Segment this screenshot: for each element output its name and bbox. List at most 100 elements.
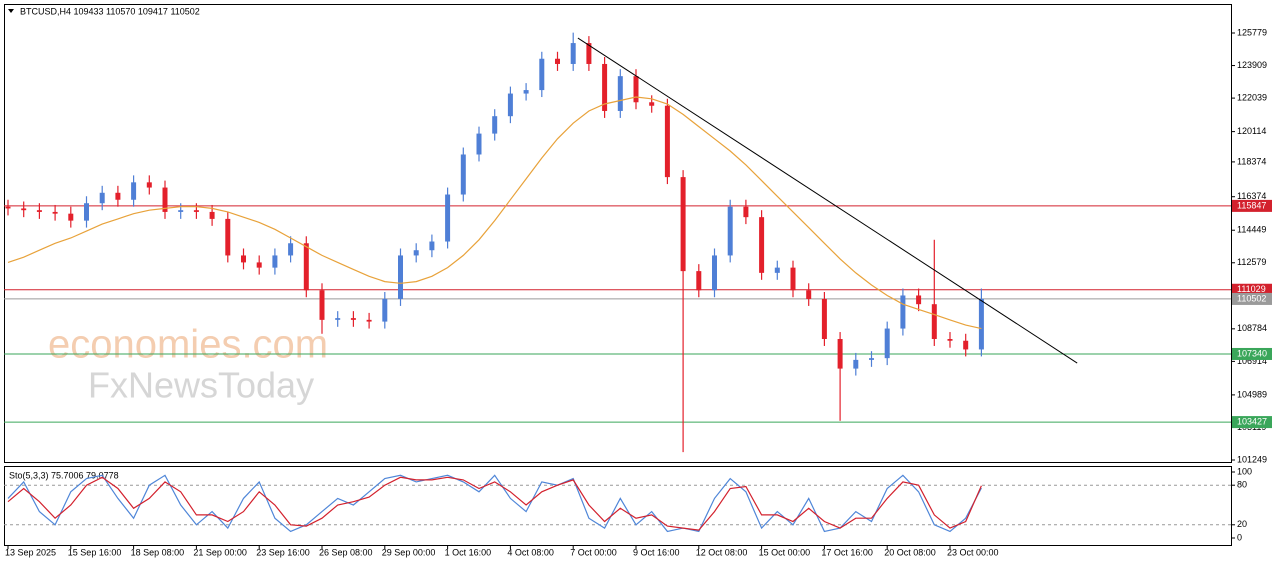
candle-body xyxy=(774,267,780,273)
price-level-label: 107340 xyxy=(1237,348,1267,358)
x-tick-label: 29 Sep 00:00 xyxy=(382,547,436,557)
watermark: FxNewsToday xyxy=(88,365,314,406)
candle-body xyxy=(335,318,341,320)
candle-body xyxy=(445,194,451,242)
candle-body xyxy=(209,211,215,219)
candle-body xyxy=(52,211,58,214)
x-tick-label: 12 Oct 08:00 xyxy=(696,547,748,557)
candle-body xyxy=(916,295,922,305)
candle-body xyxy=(460,154,466,195)
x-tick-label: 15 Oct 00:00 xyxy=(759,547,811,557)
x-tick-label: 23 Sep 16:00 xyxy=(256,547,310,557)
candle-body xyxy=(84,203,89,221)
candle-body xyxy=(178,210,184,212)
x-tick-label: 18 Sep 08:00 xyxy=(131,547,185,557)
price-level-label: 111029 xyxy=(1237,284,1266,294)
candle-body xyxy=(382,298,388,322)
candle-body xyxy=(429,241,435,251)
candle-body xyxy=(36,210,42,212)
candle-body xyxy=(586,43,592,64)
candle-body xyxy=(869,358,874,360)
candle-body xyxy=(241,255,246,263)
stoch-tick-label: 100 xyxy=(1237,466,1252,476)
price-level-tag xyxy=(1232,283,1272,296)
candle-body xyxy=(696,271,702,291)
x-tick-label: 26 Sep 08:00 xyxy=(319,547,373,557)
y-tick-label: 118374 xyxy=(1237,156,1266,166)
candle-body xyxy=(806,290,812,299)
stochastic-title: Sto(5,3,3) 75.7006 79.0778 xyxy=(9,470,119,480)
main-pane xyxy=(4,4,1232,463)
candle-body xyxy=(602,63,608,111)
candle-body xyxy=(978,298,984,350)
price-level-tag xyxy=(1232,416,1272,429)
stoch-tick-label: 0 xyxy=(1237,532,1242,542)
x-tick-label: 23 Oct 00:00 xyxy=(947,547,999,557)
candle-body xyxy=(68,213,74,221)
y-tick-label: 123909 xyxy=(1237,60,1267,70)
menu-arrow xyxy=(8,9,14,13)
moving-average xyxy=(7,96,982,330)
x-tick-label: 9 Oct 16:00 xyxy=(633,547,680,557)
candle-body xyxy=(900,295,906,329)
header: BTCUSD,H4 109433 110570 109417 110502 xyxy=(20,6,200,16)
candle-body xyxy=(272,255,278,268)
x-tick-label: 4 Oct 08:00 xyxy=(507,547,554,557)
candle-body xyxy=(162,187,168,212)
x-tick-label: 15 Sep 16:00 xyxy=(68,547,122,557)
candle-body xyxy=(821,298,827,340)
candle-body xyxy=(5,206,11,209)
x-tick-label: 20 Oct 08:00 xyxy=(884,547,936,557)
candle-body xyxy=(664,105,670,178)
y-tick-label: 104989 xyxy=(1237,389,1267,399)
stochastic-pane xyxy=(4,466,1232,546)
price-level-label: 115847 xyxy=(1237,200,1266,210)
candle-body xyxy=(523,90,529,94)
y-tick-label: 125779 xyxy=(1237,27,1267,37)
candle-body xyxy=(413,250,419,256)
candle-body xyxy=(947,339,953,341)
candle-body xyxy=(963,340,969,350)
x-tick-label: 1 Oct 16:00 xyxy=(445,547,492,557)
candle-body xyxy=(712,255,717,291)
candle-body xyxy=(837,339,843,369)
candle-body xyxy=(146,182,152,188)
candle-body xyxy=(193,210,199,212)
stoch-tick-label: 80 xyxy=(1237,480,1247,490)
stoch-tick-label: 20 xyxy=(1237,519,1247,529)
candle-body xyxy=(507,93,513,117)
y-tick-label: 108784 xyxy=(1237,323,1267,333)
x-tick-label: 21 Sep 00:00 xyxy=(193,547,247,557)
price-level-tag xyxy=(1232,199,1272,212)
candle-body xyxy=(115,192,121,200)
candle-body xyxy=(492,116,498,134)
candle-body xyxy=(649,102,655,106)
price-level-label: 110502 xyxy=(1237,293,1266,303)
candle-body xyxy=(680,177,686,272)
candle-body xyxy=(570,43,576,64)
candle-body xyxy=(743,206,749,218)
candle-body xyxy=(790,267,796,291)
y-tick-label: 114449 xyxy=(1237,225,1266,235)
candle-body xyxy=(398,255,403,299)
candle-body xyxy=(476,133,482,155)
stoch-line xyxy=(7,476,982,531)
x-tick-label: 7 Oct 00:00 xyxy=(570,547,617,557)
candle-body xyxy=(225,218,231,256)
candle-body xyxy=(555,58,560,64)
y-tick-label: 116374 xyxy=(1237,191,1266,201)
stoch-line xyxy=(7,474,982,533)
candle-body xyxy=(303,243,309,291)
candle-body xyxy=(256,262,262,268)
candle-body xyxy=(633,76,639,103)
trendline xyxy=(577,37,1078,364)
candle-body xyxy=(931,304,937,340)
x-tick-label: 17 Oct 16:00 xyxy=(821,547,873,557)
candle-body xyxy=(884,328,890,359)
y-tick-label: 122039 xyxy=(1237,92,1267,102)
candle-body xyxy=(21,208,27,211)
candle-body xyxy=(366,319,372,322)
candle-body xyxy=(853,359,859,369)
y-tick-label: 120114 xyxy=(1237,126,1266,136)
